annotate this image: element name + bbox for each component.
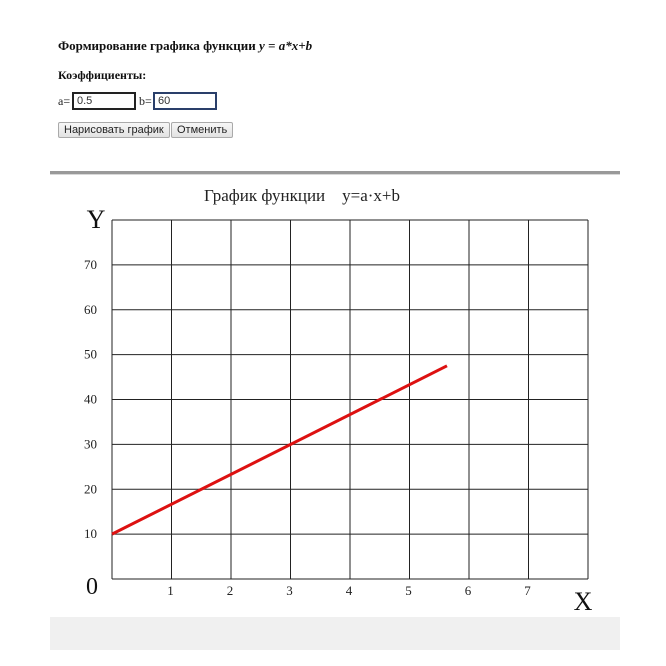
- y-tick-label: 60: [84, 302, 97, 317]
- a-label: a=: [58, 94, 71, 108]
- y-tick-label: 20: [84, 481, 97, 496]
- y-axis-label: Y: [87, 205, 106, 234]
- b-input[interactable]: [153, 92, 217, 110]
- page: Формирование графика функции y = a*x+b К…: [50, 28, 620, 650]
- y-tick-label: 40: [84, 392, 97, 407]
- a-input[interactable]: [72, 92, 136, 110]
- y-tick-label: 30: [84, 436, 97, 451]
- footer-area: [50, 617, 620, 650]
- b-label: b=: [139, 94, 152, 108]
- title-text: Формирование графика функции: [58, 38, 256, 53]
- x-tick-label: 3: [286, 583, 293, 598]
- draw-chart-button[interactable]: Нарисовать график: [58, 122, 170, 138]
- separator-shadow: [50, 174, 620, 175]
- x-axis-label: X: [574, 587, 593, 616]
- coefficients-label: Коэффициенты:: [58, 68, 147, 82]
- separator: [50, 171, 620, 174]
- cancel-button[interactable]: Отменить: [171, 122, 234, 138]
- x-tick-label: 7: [524, 583, 531, 598]
- page-title: Формирование графика функции y = a*x+b: [58, 38, 312, 54]
- y-tick-label: 70: [84, 257, 97, 272]
- x-tick-label: 4: [346, 583, 353, 598]
- origin-label: 0: [86, 574, 98, 600]
- x-tick-label: 5: [405, 583, 412, 598]
- chart-title: График функции y=a·x+b: [204, 186, 400, 205]
- series-line: [111, 364, 448, 536]
- y-tick-label: 10: [84, 526, 97, 541]
- x-tick-label: 1: [167, 583, 174, 598]
- title-formula: y = a*x+b: [259, 38, 313, 53]
- x-tick-label: 6: [465, 583, 472, 598]
- x-tick-label: 2: [227, 583, 234, 598]
- y-tick-label: 50: [84, 347, 97, 362]
